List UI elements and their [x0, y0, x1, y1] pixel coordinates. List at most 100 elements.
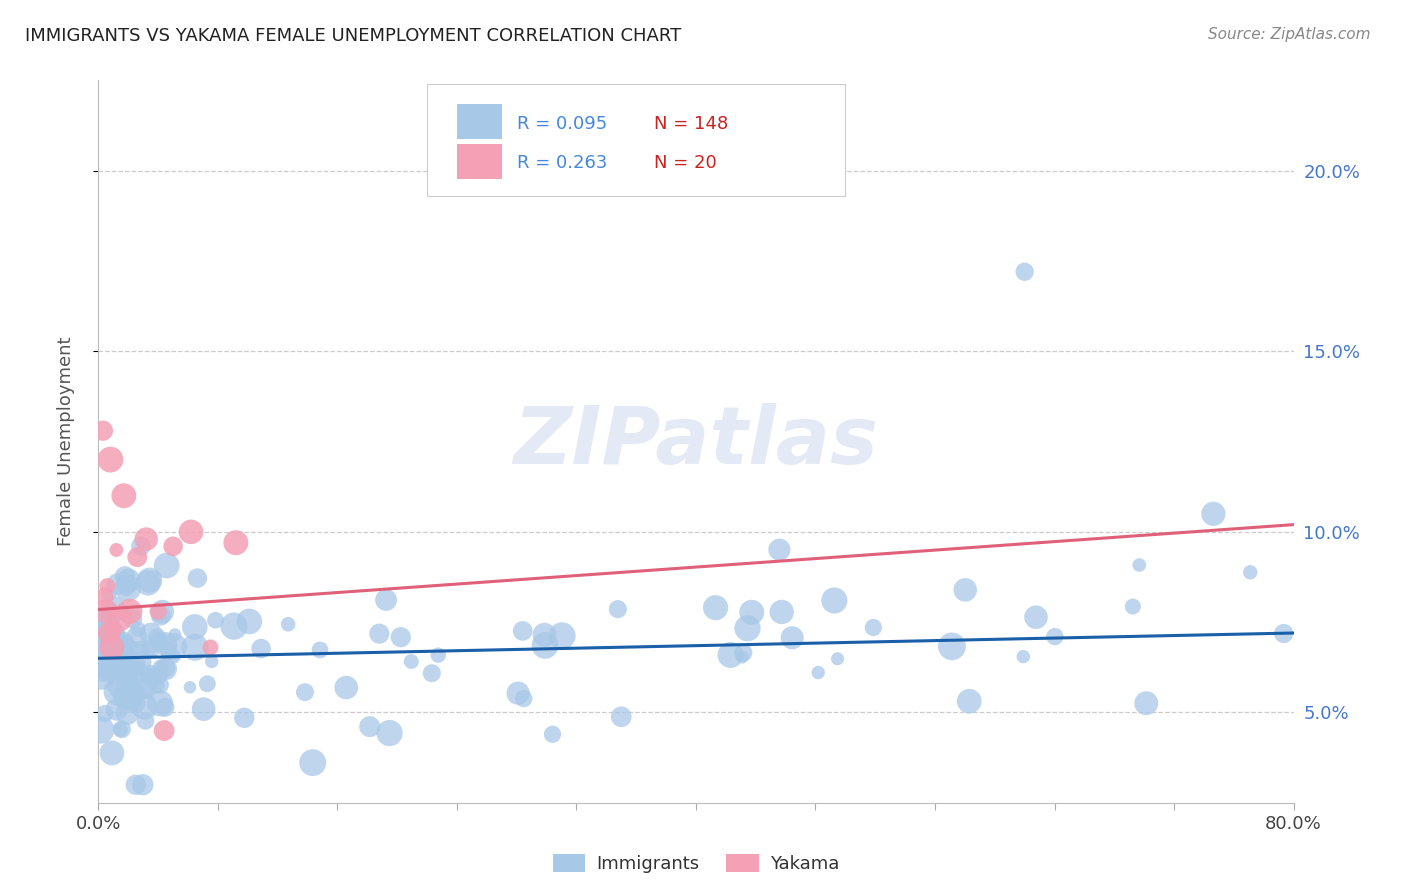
Point — [179, 680, 201, 694]
Point — [401, 655, 423, 669]
Point — [117, 649, 139, 664]
Point — [138, 668, 160, 682]
Point — [1122, 599, 1144, 614]
Point — [117, 574, 139, 588]
Point — [121, 612, 143, 626]
Point — [862, 620, 884, 634]
Point — [110, 723, 132, 737]
Text: ZIPatlas: ZIPatlas — [513, 402, 879, 481]
Point — [115, 665, 138, 679]
Point — [222, 619, 245, 633]
Point — [186, 571, 208, 585]
Point — [114, 569, 136, 583]
Point — [136, 575, 159, 590]
FancyBboxPatch shape — [427, 84, 845, 196]
Point — [96, 651, 118, 665]
Point — [127, 550, 149, 565]
Point — [139, 627, 162, 641]
Point — [103, 623, 125, 637]
Point — [118, 604, 141, 618]
Point — [827, 652, 849, 666]
Text: IMMIGRANTS VS YAKAMA FEMALE UNEMPLOYMENT CORRELATION CHART: IMMIGRANTS VS YAKAMA FEMALE UNEMPLOYMENT… — [25, 27, 682, 45]
Point — [157, 643, 180, 657]
Point — [101, 746, 124, 760]
Point — [149, 696, 172, 710]
Point — [94, 604, 117, 618]
Point — [139, 641, 162, 656]
Point — [823, 593, 845, 607]
Point — [105, 702, 128, 716]
Point — [117, 581, 139, 595]
Point — [427, 648, 450, 663]
Point — [125, 778, 148, 792]
Point — [135, 681, 157, 695]
Point — [233, 711, 256, 725]
Point — [610, 710, 633, 724]
Point — [770, 605, 793, 619]
Point — [97, 587, 120, 601]
Point — [156, 558, 179, 573]
Point — [204, 613, 226, 627]
Point — [957, 694, 980, 708]
Point — [124, 696, 146, 710]
Point — [107, 647, 129, 661]
Point — [506, 686, 529, 700]
Point — [225, 535, 247, 549]
Point — [541, 727, 564, 741]
Point — [105, 577, 128, 591]
Point — [184, 640, 207, 655]
Point — [108, 611, 131, 625]
Point — [93, 665, 115, 679]
Point — [162, 649, 184, 664]
Point — [375, 593, 398, 607]
Point — [122, 657, 145, 672]
Point — [96, 616, 118, 631]
Point — [112, 637, 135, 651]
Text: N = 148: N = 148 — [654, 114, 728, 133]
Point — [112, 489, 135, 503]
Point — [127, 623, 149, 637]
Point — [162, 539, 184, 553]
Point — [533, 628, 555, 642]
Point — [1014, 265, 1036, 279]
Point — [149, 608, 172, 623]
Point — [114, 692, 136, 706]
Point — [134, 714, 156, 728]
Point — [155, 661, 177, 675]
Point — [149, 678, 172, 692]
Point — [153, 723, 176, 738]
Point — [155, 637, 177, 651]
Point — [110, 679, 132, 693]
Point — [1043, 630, 1066, 644]
Point — [731, 650, 754, 665]
Point — [148, 633, 170, 648]
Point — [115, 706, 138, 721]
Point — [101, 602, 124, 616]
Point — [101, 640, 124, 655]
Point — [125, 630, 148, 644]
Point — [512, 691, 534, 706]
Point — [93, 623, 115, 637]
Point — [955, 582, 977, 597]
Point — [163, 627, 186, 641]
Point — [136, 643, 159, 657]
Point — [89, 615, 111, 630]
Legend: Immigrants, Yakama: Immigrants, Yakama — [546, 847, 846, 880]
Point — [110, 665, 132, 679]
Point — [115, 580, 138, 594]
Text: R = 0.095: R = 0.095 — [517, 114, 607, 133]
Point — [780, 631, 803, 645]
Point — [606, 602, 628, 616]
Point — [138, 573, 160, 587]
Point — [155, 662, 177, 676]
Point — [420, 666, 443, 681]
Point — [277, 617, 299, 632]
Point — [1135, 696, 1157, 710]
Point — [163, 640, 186, 654]
Point — [97, 626, 120, 640]
Point — [941, 640, 963, 654]
Point — [1025, 610, 1047, 624]
Point — [1239, 566, 1261, 580]
Point — [105, 625, 128, 640]
Point — [117, 644, 139, 658]
